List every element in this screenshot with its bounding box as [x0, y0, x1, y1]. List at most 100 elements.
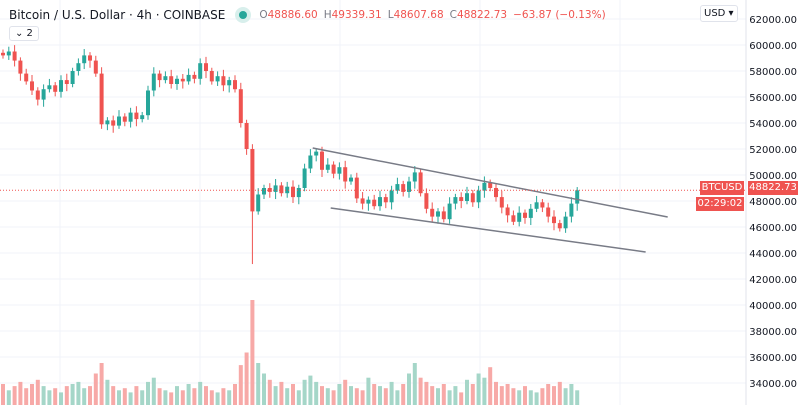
- y-tick-label: 34000.00: [749, 379, 797, 390]
- indicators-collapse-button[interactable]: ⌄ 2: [9, 26, 39, 41]
- candle-body: [215, 76, 220, 82]
- y-tick-label: 54000.00: [749, 119, 797, 130]
- volume-bar: [105, 379, 110, 405]
- ohlc-close: C48822.73: [450, 9, 507, 21]
- candle-body: [343, 167, 348, 182]
- candle-body: [331, 164, 336, 174]
- volume-bar: [343, 379, 348, 405]
- symbol-title[interactable]: Bitcoin / U.S. Dollar · 4h · COINBASE: [9, 8, 226, 22]
- candle-body: [534, 202, 539, 209]
- y-tick-label: 38000.00: [749, 327, 797, 338]
- volume-bar: [244, 352, 249, 405]
- volume-bar: [569, 384, 574, 405]
- candle-body: [180, 78, 185, 82]
- candle-body: [337, 167, 342, 174]
- candle-body: [163, 76, 168, 81]
- ohlc-close-label: C: [449, 9, 458, 21]
- volume-bar: [204, 386, 208, 405]
- candle-body: [30, 81, 34, 91]
- volume-bar: [499, 386, 504, 405]
- candle-body: [349, 177, 353, 182]
- volume-bar: [6, 390, 11, 405]
- candle-body: [140, 115, 145, 120]
- candle-body: [482, 182, 487, 191]
- volume-bar: [93, 373, 98, 405]
- volume-bar: [41, 386, 46, 405]
- volume-bar: [378, 386, 382, 405]
- candle-body: [273, 185, 278, 192]
- volume-bar: [180, 390, 185, 405]
- candle-body: [6, 51, 11, 56]
- candle-body: [12, 51, 17, 61]
- candle-body: [314, 151, 319, 156]
- candle-body: [64, 80, 69, 84]
- volume-bar: [82, 388, 87, 405]
- candle-body: [93, 60, 98, 74]
- volume-bar: [389, 381, 394, 405]
- candle-body: [186, 74, 191, 82]
- volume-bar: [465, 379, 469, 405]
- volume-bar: [186, 384, 191, 405]
- volume-bar: [511, 388, 516, 405]
- candle-body: [1, 52, 5, 56]
- candle-body: [59, 80, 63, 92]
- chart-legend: Bitcoin / U.S. Dollar · 4h · COINBASE O4…: [9, 8, 612, 22]
- volume-bar: [302, 379, 307, 405]
- ohlc-change: −63.87 (−0.13%): [513, 9, 606, 21]
- volume-bar: [320, 386, 324, 405]
- y-tick-label: 60000.00: [749, 41, 797, 52]
- volume-bar: [209, 390, 214, 405]
- volume-bar: [401, 384, 406, 405]
- volume-bar: [262, 373, 266, 405]
- volume-bar: [64, 386, 69, 405]
- candle-body: [175, 78, 179, 84]
- volume-bar: [459, 392, 464, 405]
- candle-body: [528, 208, 533, 218]
- candle-body: [111, 120, 116, 126]
- candle-body: [151, 73, 156, 91]
- volume-bar: [175, 386, 179, 405]
- candle-body: [465, 193, 469, 201]
- volume-bar: [35, 379, 40, 405]
- candle-body: [540, 202, 545, 208]
- candle-body: [70, 71, 75, 84]
- candle-body: [244, 123, 249, 149]
- candle-body: [117, 116, 121, 126]
- ohlc-high-value: 49339.31: [331, 9, 382, 21]
- candle-body: [262, 188, 266, 195]
- volume-bar: [575, 390, 580, 405]
- currency-selector[interactable]: USD ▾: [700, 5, 738, 22]
- volume-bar: [552, 386, 556, 405]
- candle-body: [105, 120, 110, 125]
- ohlc-low-label: L: [387, 9, 394, 21]
- volume-bar: [308, 375, 313, 405]
- volume-bar: [395, 390, 400, 405]
- volume-bar: [47, 390, 52, 405]
- volume-bar: [111, 386, 116, 405]
- candle-body: [569, 203, 574, 217]
- candle-body: [256, 194, 261, 212]
- candle-body: [221, 76, 226, 86]
- candle-body: [436, 211, 440, 217]
- volume-bar: [412, 363, 417, 405]
- volume-bar: [273, 386, 278, 405]
- volume-bar: [528, 390, 533, 405]
- volume-bar: [146, 381, 150, 405]
- candle-body: [552, 216, 556, 224]
- candle-body: [476, 190, 481, 203]
- volume-bar: [140, 390, 145, 405]
- volume-bar: [215, 392, 220, 405]
- volume-bar: [99, 363, 104, 405]
- candle-body: [122, 116, 127, 122]
- volume-bar: [122, 388, 127, 405]
- volume-bar: [337, 384, 342, 405]
- y-tick-label: 62000.00: [749, 15, 797, 26]
- last-price: 48822.73: [748, 181, 798, 195]
- volume-bar: [331, 390, 336, 405]
- candle-body: [279, 185, 284, 194]
- volume-bar: [267, 379, 272, 405]
- ohlc-open-value: 48886.60: [267, 9, 318, 21]
- candle-body: [505, 207, 510, 216]
- candle-body: [378, 197, 382, 207]
